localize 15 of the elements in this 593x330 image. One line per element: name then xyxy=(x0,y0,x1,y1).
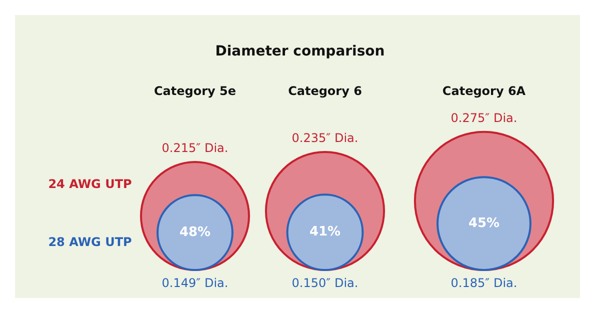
data-label: 0.185″ Dia. xyxy=(450,276,518,290)
text: Diameter comparison xyxy=(215,44,385,60)
category-label: Category 5e xyxy=(154,84,236,98)
data-label: 0.275″ Dia. xyxy=(450,110,518,125)
data-label: 0.215″ Dia. xyxy=(162,141,228,156)
legend-label: 24 AWG UTP xyxy=(48,177,132,192)
data-label: 0.149″ Dia. xyxy=(162,276,228,290)
data-label: 0.150″ Dia. xyxy=(292,276,358,290)
data-label: 0.235″ Dia. xyxy=(292,131,358,146)
text: 48% xyxy=(179,224,211,240)
text: 45% xyxy=(468,216,500,231)
legend-label: 28 AWG UTP xyxy=(48,235,132,250)
text: 41% xyxy=(309,224,341,240)
category-label: Category 6A xyxy=(442,84,526,98)
category-label: Category 6 xyxy=(288,84,362,98)
